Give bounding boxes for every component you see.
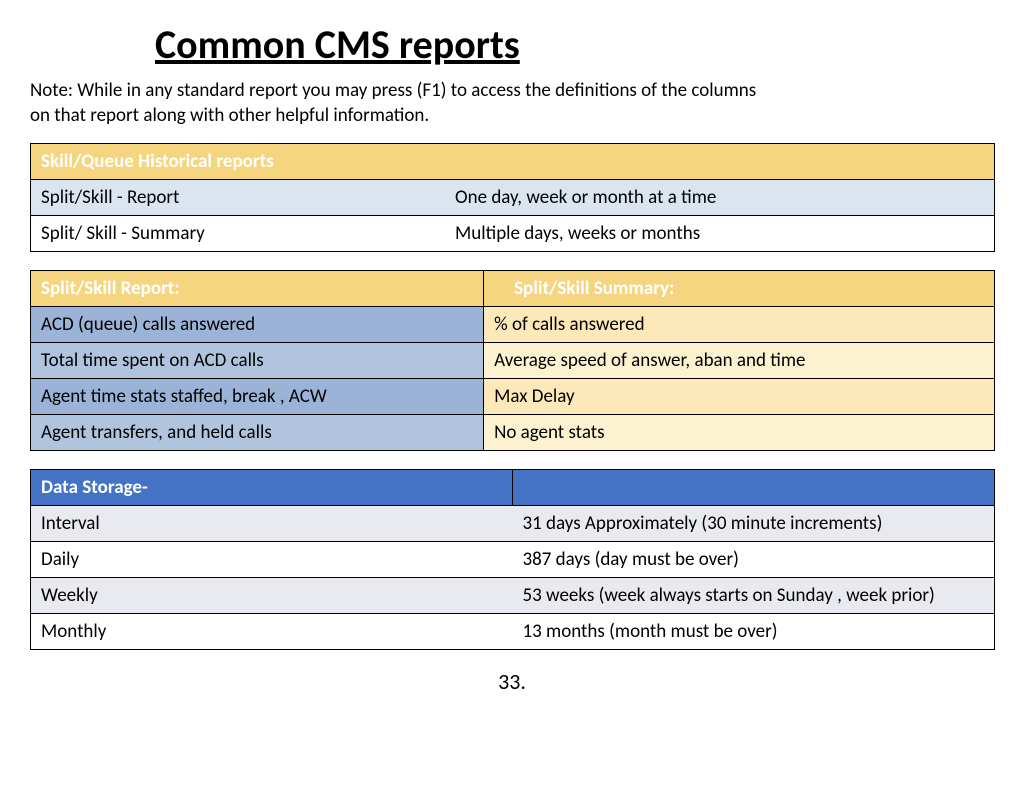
t1-r1-c2: One day, week or month at a time (445, 180, 994, 216)
split-skill-compare-table: Split/Skill Report: Split/Skill Summary:… (30, 270, 995, 451)
cell: Interval (31, 506, 513, 542)
cell: Average speed of answer, aban and time (484, 343, 995, 379)
cell: Agent time stats staffed, break , ACW (31, 379, 484, 415)
cell: ACD (queue) calls answered (31, 307, 484, 343)
t3-header-blank (513, 470, 995, 506)
page-title: Common CMS reports (155, 20, 1024, 69)
cell: 387 days (day must be over) (513, 542, 995, 578)
cell: % of calls answered (484, 307, 995, 343)
cell: 31 days Approximately (30 minute increme… (513, 506, 995, 542)
table-row: Agent time stats staffed, break , ACW Ma… (31, 379, 995, 415)
cell: Daily (31, 542, 513, 578)
t2-h1: Split/Skill Report: (31, 271, 484, 307)
t2-h2: Split/Skill Summary: (484, 271, 995, 307)
t1-header: Skill/Queue Historical reports (31, 144, 995, 180)
table-row: Weekly 53 weeks (week always starts on S… (31, 578, 995, 614)
table-row: Daily 387 days (day must be over) (31, 542, 995, 578)
t3-header: Data Storage- (31, 470, 513, 506)
t1-r2-c1: Split/ Skill - Summary (31, 216, 446, 252)
table-row: Interval 31 days Approximately (30 minut… (31, 506, 995, 542)
table-row: Split/ Skill - Summary Multiple days, we… (31, 216, 995, 252)
cell: Max Delay (484, 379, 995, 415)
page-number: 33. (0, 668, 1024, 695)
cell: 13 months (month must be over) (513, 614, 995, 650)
t2-header-row: Split/Skill Report: Split/Skill Summary: (31, 271, 995, 307)
table-row: Total time spent on ACD calls Average sp… (31, 343, 995, 379)
cell: No agent stats (484, 415, 995, 451)
data-storage-table: Data Storage- Interval 31 days Approxima… (30, 469, 995, 650)
table-row: ACD (queue) calls answered % of calls an… (31, 307, 995, 343)
table-row: Monthly 13 months (month must be over) (31, 614, 995, 650)
cell: 53 weeks (week always starts on Sunday ,… (513, 578, 995, 614)
historical-reports-table: Skill/Queue Historical reports Split/Ski… (30, 143, 995, 252)
note-text: Note: While in any standard report you m… (30, 79, 770, 128)
cell: Total time spent on ACD calls (31, 343, 484, 379)
table-row: Split/Skill - Report One day, week or mo… (31, 180, 995, 216)
cell: Monthly (31, 614, 513, 650)
t1-r2-c2: Multiple days, weeks or months (445, 216, 994, 252)
t1-r1-c1: Split/Skill - Report (31, 180, 446, 216)
cell: Agent transfers, and held calls (31, 415, 484, 451)
cell: Weekly (31, 578, 513, 614)
table-row: Agent transfers, and held calls No agent… (31, 415, 995, 451)
